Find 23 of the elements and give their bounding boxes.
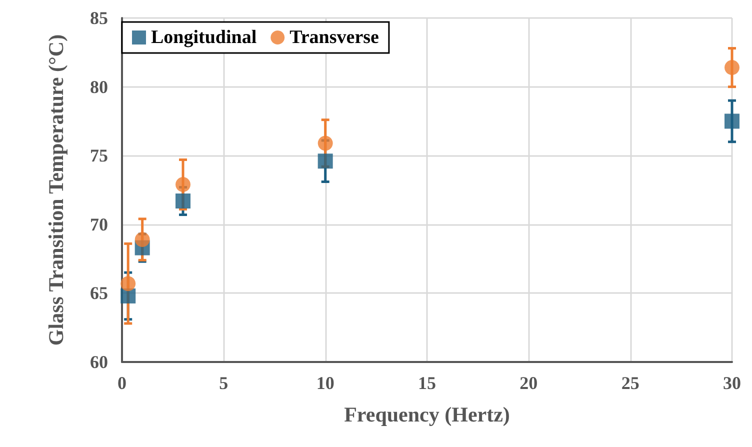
point [120, 288, 136, 304]
x-tick-label: 10 [316, 373, 334, 393]
x-tick-label: 20 [520, 373, 538, 393]
legend-label: Longitudinal [151, 27, 257, 48]
point [318, 136, 333, 151]
y-tick-label: 70 [90, 214, 108, 234]
x-tick-label: 25 [621, 373, 640, 393]
x-tick-label: 5 [219, 373, 228, 393]
x-tick-label: 0 [118, 373, 126, 393]
y-tick-label: 60 [90, 352, 108, 372]
point [176, 177, 190, 192]
x-tick-label: 30 [723, 373, 741, 393]
legend-label: Transverse [290, 27, 379, 48]
y-axis-title: Glass Transition Temperature (°C) [44, 34, 68, 346]
y-tick-label: 75 [90, 146, 108, 166]
x-axis-title: Frequency (Hertz) [344, 402, 510, 426]
y-tick-label: 85 [90, 8, 108, 28]
y-tick-label: 65 [90, 283, 108, 304]
point [120, 276, 136, 292]
y-tick-label: 80 [90, 76, 108, 97]
point [724, 60, 740, 76]
x-tick-label: 15 [418, 373, 436, 393]
point [724, 114, 740, 129]
